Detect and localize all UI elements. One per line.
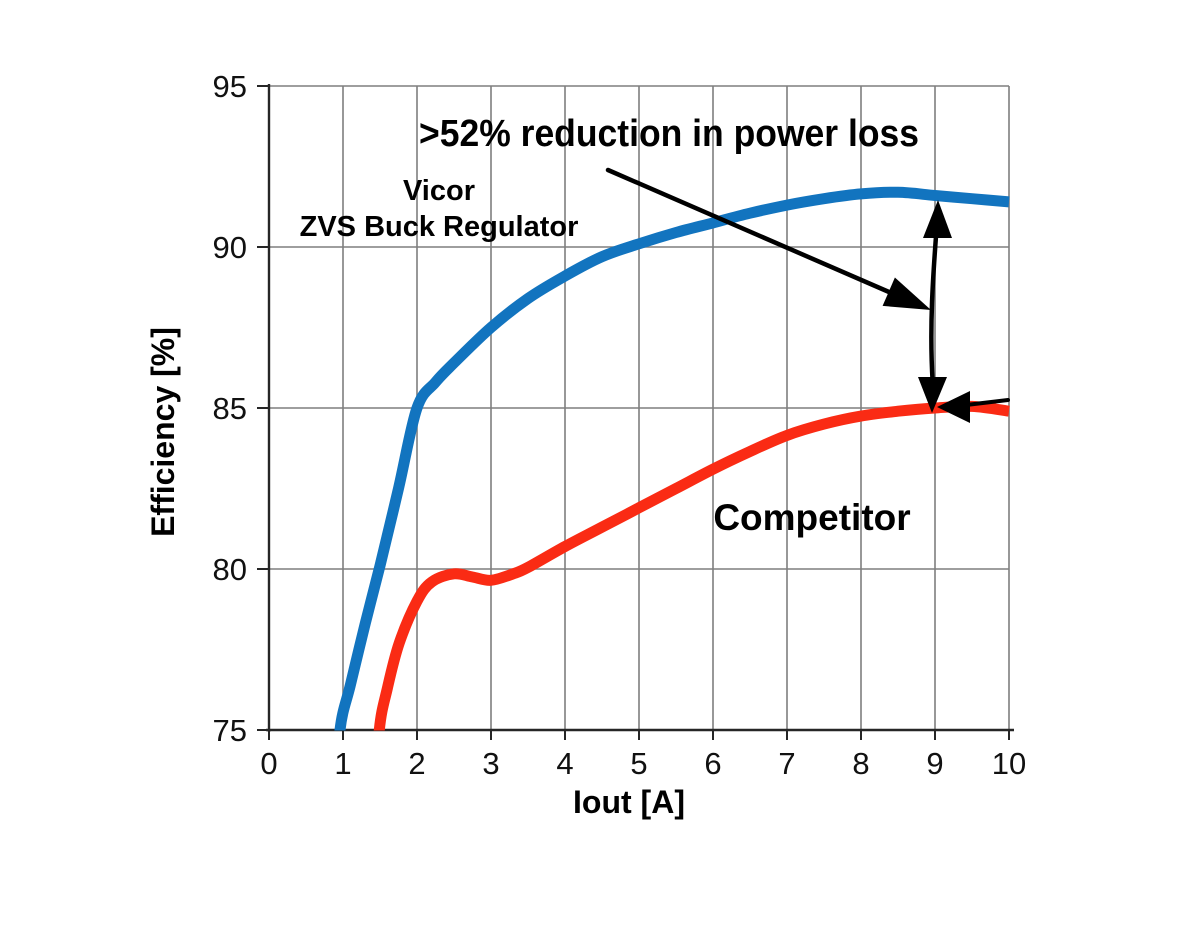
competitor-arrow-head: [937, 391, 970, 423]
y-tick-label: 80: [213, 552, 247, 587]
tick-labels: 0 1 2 3 4 5 6 7 8 9 10 75 80 85 90 95: [213, 69, 1027, 781]
x-tick-label: 9: [926, 746, 943, 781]
y-tick-label: 95: [213, 69, 247, 104]
vicor-label-line2: ZVS Buck Regulator: [300, 211, 579, 243]
x-tick-label: 8: [852, 746, 869, 781]
x-axis-title: Iout [A]: [573, 784, 685, 820]
curve-competitor: [373, 400, 1010, 731]
pointer-arrow-head: [882, 277, 931, 310]
delta-arrow-shaft: [929, 220, 940, 390]
x-tick-label: 0: [260, 746, 277, 781]
x-tick-label: 2: [408, 746, 425, 781]
x-tick-label: 4: [556, 746, 573, 781]
delta-arrow-head-up: [923, 200, 952, 238]
power-loss-annotation: >52% reduction in power loss: [419, 113, 919, 155]
delta-arrow-head-down: [918, 377, 947, 413]
x-tick-label: 10: [992, 746, 1026, 781]
y-tick-label: 75: [213, 713, 247, 748]
y-axis-title: Efficiency [%]: [145, 327, 181, 537]
y-tick-label: 90: [213, 230, 247, 265]
annotation-arrows: [605, 167, 1010, 423]
x-tick-label: 7: [778, 746, 795, 781]
x-tick-label: 1: [334, 746, 351, 781]
pointer-arrow-shaft: [605, 167, 892, 295]
competitor-arrow-shaft: [964, 398, 1010, 407]
vicor-label-line1: Vicor: [403, 175, 475, 207]
curves-group: [334, 186, 1010, 731]
curve-vicor: [334, 186, 1010, 731]
x-tick-label: 5: [630, 746, 647, 781]
x-tick-label: 3: [482, 746, 499, 781]
competitor-label: Competitor: [713, 497, 910, 538]
x-tick-label: 6: [704, 746, 721, 781]
y-tick-label: 85: [213, 391, 247, 426]
tick-marks: [257, 85, 1010, 740]
